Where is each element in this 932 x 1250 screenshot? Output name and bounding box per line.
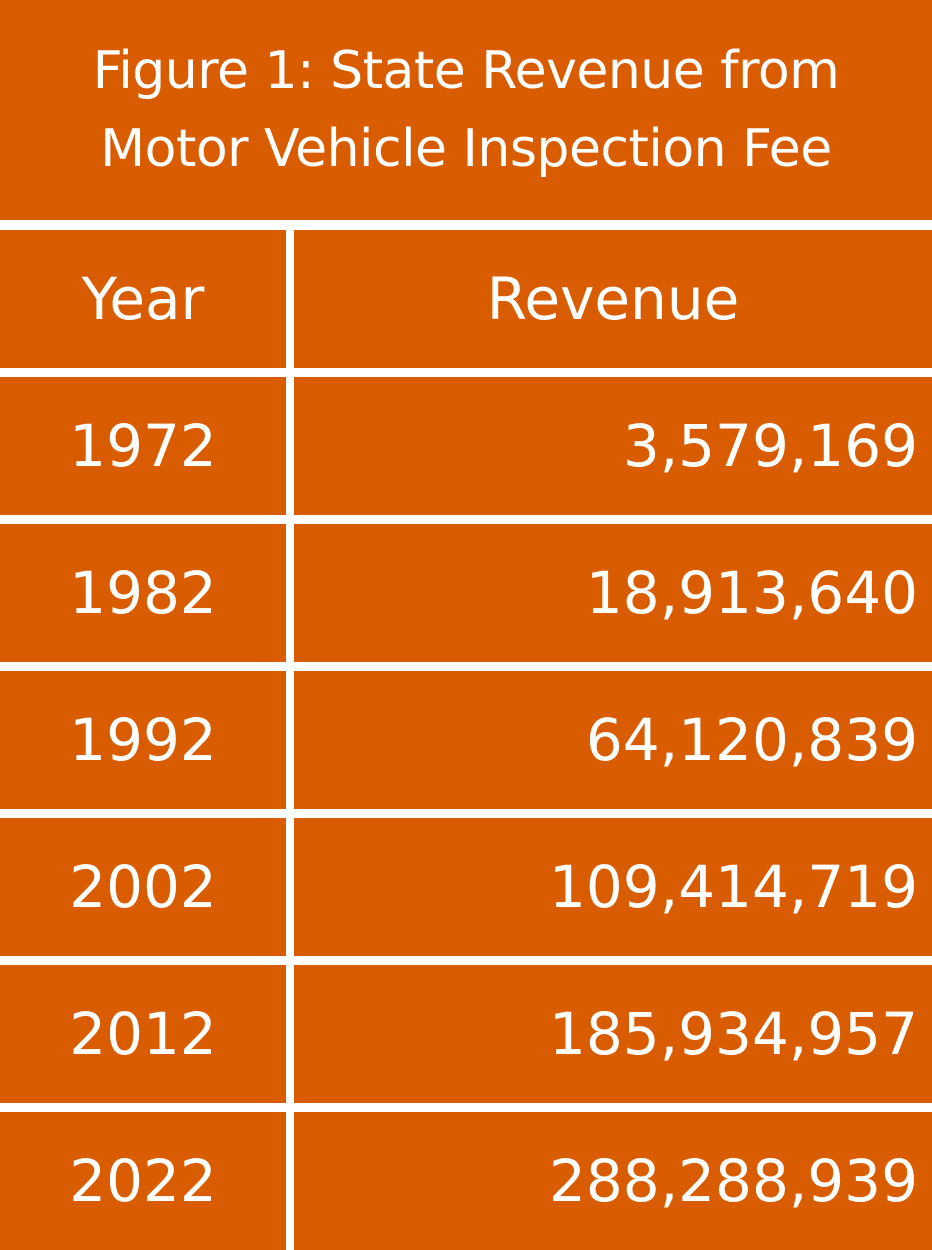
year-cell: 1982 bbox=[0, 524, 286, 662]
year-cell: 2022 bbox=[0, 1112, 286, 1250]
year-cell: 2012 bbox=[0, 965, 286, 1103]
revenue-cell: 18,913,640 bbox=[294, 524, 932, 662]
revenue-cell: 64,120,839 bbox=[294, 671, 932, 809]
title-line-2: Motor Vehicle Inspection Fee bbox=[100, 119, 832, 179]
header-year: Year bbox=[0, 230, 286, 368]
revenue-cell: 185,934,957 bbox=[294, 965, 932, 1103]
year-cell: 2002 bbox=[0, 818, 286, 956]
revenue-cell: 109,414,719 bbox=[294, 818, 932, 956]
header-revenue: Revenue bbox=[294, 230, 932, 368]
revenue-cell: 288,288,939 bbox=[294, 1112, 932, 1250]
title-line-1: Figure 1: State Revenue from bbox=[92, 41, 840, 101]
year-cell: 1972 bbox=[0, 377, 286, 515]
year-cell: 1992 bbox=[0, 671, 286, 809]
revenue-table: Year Revenue 1972 3,579,169 1982 18,913,… bbox=[0, 230, 932, 1250]
figure-title: Figure 1: State Revenue from Motor Vehic… bbox=[0, 0, 932, 220]
revenue-cell: 3,579,169 bbox=[294, 377, 932, 515]
